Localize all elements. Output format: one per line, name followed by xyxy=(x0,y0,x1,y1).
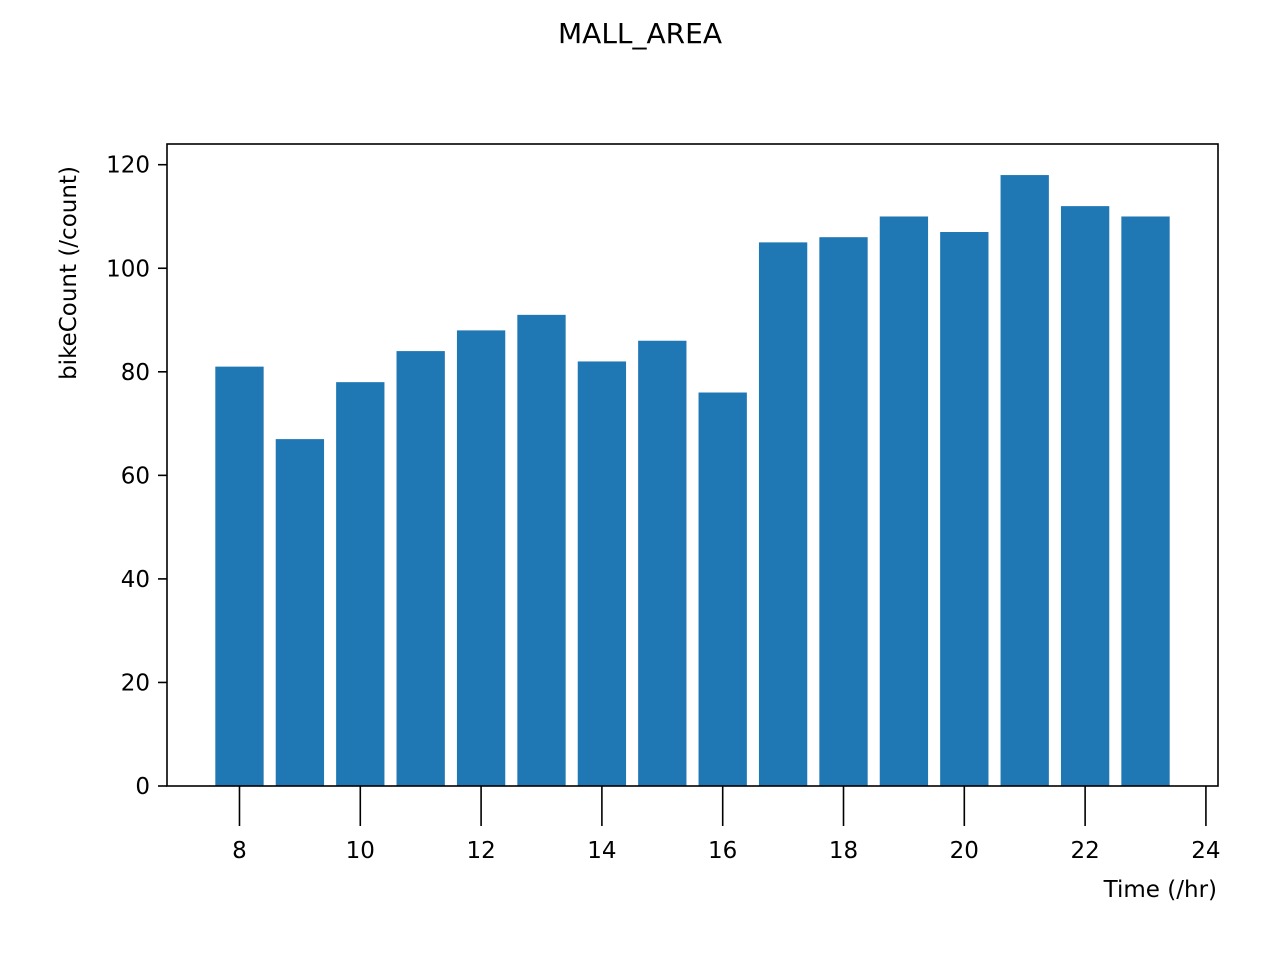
bar-10 xyxy=(336,382,385,786)
x-tick-label-8: 8 xyxy=(232,838,247,864)
x-tick-label-22: 22 xyxy=(1070,838,1099,864)
bar-11 xyxy=(396,351,445,786)
y-axis-label: bikeCount (/count) xyxy=(56,166,82,380)
x-tick-label-12: 12 xyxy=(466,838,495,864)
chart-title: MALL_AREA xyxy=(558,17,722,50)
bar-13 xyxy=(517,314,566,786)
y-tick-label-100: 100 xyxy=(106,256,150,282)
bar-9 xyxy=(275,439,325,786)
y-tick-label-120: 120 xyxy=(106,153,150,179)
bar-12 xyxy=(456,330,506,786)
x-axis-label: Time (/hr) xyxy=(1103,877,1217,903)
y-tick-label-60: 60 xyxy=(121,463,150,489)
bar-23 xyxy=(1121,216,1170,786)
bar-19 xyxy=(879,216,929,786)
bars-group xyxy=(215,175,1170,787)
y-tick-label-80: 80 xyxy=(121,360,150,386)
bar-21 xyxy=(1000,175,1049,786)
bar-22 xyxy=(1060,206,1110,786)
bar-14 xyxy=(577,361,627,786)
y-axis-ticks: 0 20 40 60 80 100 120 xyxy=(106,153,167,800)
x-axis-ticks: 8 10 12 14 16 18 20 22 24 xyxy=(232,786,1221,864)
plot-frame xyxy=(166,143,1219,787)
bar-20 xyxy=(940,232,989,787)
x-tick-label-18: 18 xyxy=(829,838,858,864)
x-tick-label-24: 24 xyxy=(1191,838,1220,864)
bar-18 xyxy=(819,237,868,786)
x-tick-label-10: 10 xyxy=(346,838,375,864)
bar-8 xyxy=(215,366,264,786)
x-tick-label-20: 20 xyxy=(950,838,979,864)
bar-16 xyxy=(698,392,747,786)
y-tick-label-20: 20 xyxy=(121,670,150,696)
x-tick-label-16: 16 xyxy=(708,838,737,864)
y-tick-label-0: 0 xyxy=(135,774,150,800)
y-tick-label-40: 40 xyxy=(121,567,150,593)
bar-17 xyxy=(758,242,808,786)
x-tick-label-14: 14 xyxy=(587,838,616,864)
bar-15 xyxy=(638,340,687,786)
